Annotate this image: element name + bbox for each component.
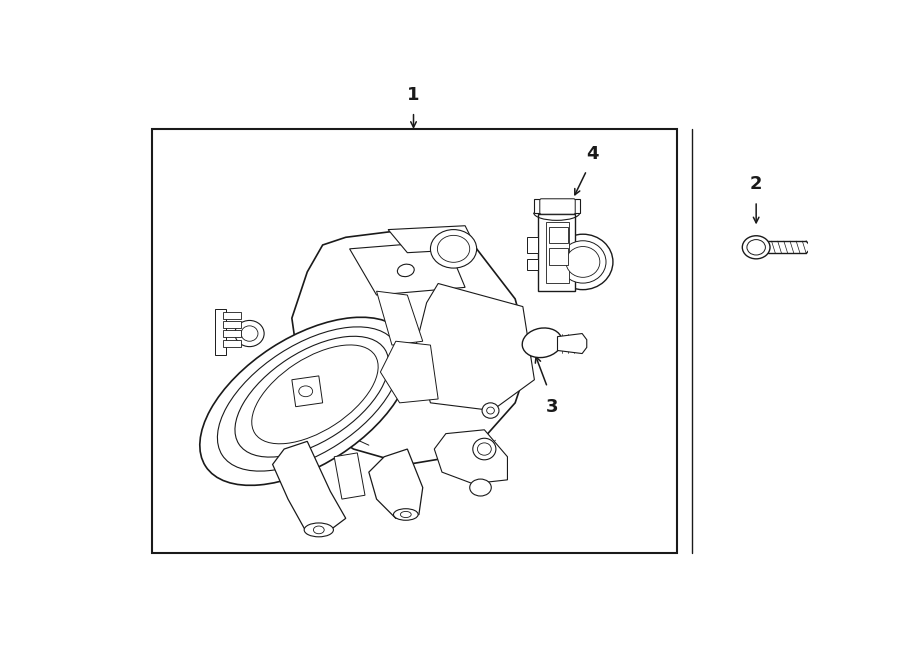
Polygon shape — [538, 214, 575, 291]
Bar — [549, 248, 568, 265]
Ellipse shape — [218, 327, 400, 471]
Polygon shape — [435, 430, 508, 484]
Polygon shape — [292, 230, 530, 465]
Ellipse shape — [487, 407, 494, 414]
Ellipse shape — [398, 264, 414, 277]
FancyBboxPatch shape — [540, 199, 575, 214]
Ellipse shape — [313, 526, 324, 534]
Bar — [222, 340, 241, 347]
Ellipse shape — [235, 336, 389, 457]
Bar — [549, 226, 568, 244]
Ellipse shape — [566, 246, 600, 277]
Ellipse shape — [200, 317, 411, 485]
Polygon shape — [546, 222, 569, 283]
Polygon shape — [534, 199, 580, 213]
Bar — [152, 130, 677, 553]
Ellipse shape — [560, 241, 606, 283]
Polygon shape — [376, 291, 423, 345]
Ellipse shape — [299, 386, 312, 397]
Bar — [222, 330, 241, 338]
Ellipse shape — [400, 512, 411, 518]
Ellipse shape — [742, 236, 770, 259]
Polygon shape — [273, 442, 346, 534]
Text: 4: 4 — [586, 144, 598, 163]
Ellipse shape — [393, 508, 419, 520]
Ellipse shape — [477, 443, 491, 455]
Polygon shape — [369, 449, 423, 518]
Ellipse shape — [747, 240, 765, 255]
Bar — [222, 312, 241, 319]
Text: 1: 1 — [408, 86, 419, 104]
Ellipse shape — [522, 328, 562, 357]
Polygon shape — [292, 376, 322, 406]
Bar — [215, 309, 227, 355]
Bar — [527, 237, 538, 253]
Ellipse shape — [472, 438, 496, 460]
Ellipse shape — [241, 326, 258, 341]
Polygon shape — [415, 283, 535, 410]
Bar — [527, 259, 538, 269]
Ellipse shape — [553, 234, 613, 290]
Text: 3: 3 — [546, 399, 558, 416]
Ellipse shape — [437, 236, 470, 262]
Ellipse shape — [470, 479, 491, 496]
Ellipse shape — [430, 230, 477, 268]
Polygon shape — [388, 226, 477, 253]
Polygon shape — [334, 453, 365, 499]
Polygon shape — [349, 241, 465, 295]
Bar — [222, 321, 241, 328]
Polygon shape — [557, 334, 587, 354]
Ellipse shape — [482, 403, 499, 418]
Polygon shape — [381, 341, 438, 403]
Ellipse shape — [235, 320, 264, 347]
Ellipse shape — [252, 345, 378, 444]
Ellipse shape — [304, 523, 333, 537]
Text: 2: 2 — [750, 175, 762, 193]
